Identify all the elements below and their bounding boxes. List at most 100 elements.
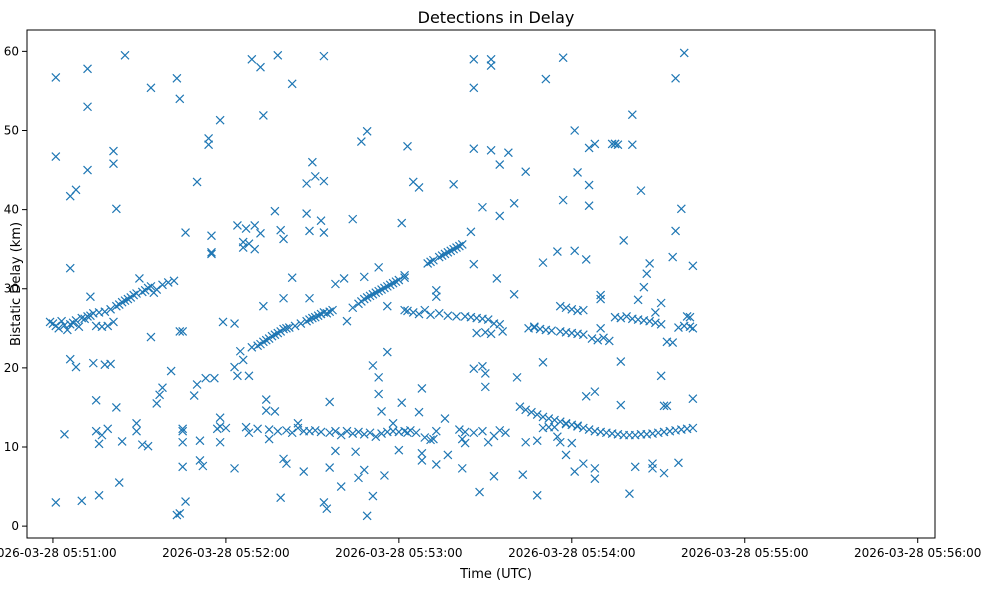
data-point <box>209 373 219 383</box>
data-point <box>91 395 101 405</box>
data-point <box>581 255 591 264</box>
y-tick-label: 0 <box>11 519 19 533</box>
data-point <box>51 73 61 82</box>
data-point <box>616 313 626 323</box>
data-point <box>480 382 490 392</box>
data-point <box>596 294 606 304</box>
x-tick-label: 2026-03-28 05:56:00 <box>854 546 981 560</box>
marker-layer <box>45 48 698 521</box>
data-point <box>380 471 389 480</box>
data-point <box>613 140 623 150</box>
data-point <box>616 400 626 410</box>
data-point <box>279 293 288 303</box>
data-point <box>235 346 245 356</box>
data-point <box>552 247 562 256</box>
data-point <box>201 373 211 383</box>
data-point <box>282 425 291 435</box>
data-point <box>368 289 378 299</box>
data-point <box>405 425 415 435</box>
data-point <box>351 447 361 457</box>
data-point <box>685 312 695 322</box>
data-point <box>420 305 430 315</box>
data-point <box>486 54 496 64</box>
data-point <box>532 490 542 500</box>
data-point <box>561 419 571 429</box>
data-point <box>354 427 363 437</box>
data-point <box>685 322 695 332</box>
data-point <box>610 139 620 149</box>
data-point <box>241 422 251 432</box>
data-point <box>293 423 303 433</box>
data-point <box>538 412 548 422</box>
data-point <box>552 432 562 442</box>
data-point <box>54 323 64 333</box>
data-point <box>374 262 384 272</box>
data-point <box>400 305 410 315</box>
data-point <box>377 429 386 438</box>
data-point <box>388 278 398 288</box>
data-point <box>253 424 263 434</box>
data-point <box>163 277 173 287</box>
data-point <box>287 273 297 283</box>
data-point <box>103 424 113 434</box>
data-point <box>480 327 490 337</box>
data-point <box>152 285 162 294</box>
data-point <box>331 426 340 436</box>
x-tick-label: 2026-03-28 05:54:00 <box>508 546 635 560</box>
data-point <box>489 471 499 481</box>
data-point <box>593 335 603 345</box>
data-point <box>662 401 672 411</box>
data-point <box>423 259 433 268</box>
data-point <box>65 319 75 329</box>
data-point <box>270 406 280 416</box>
data-point <box>555 437 565 447</box>
data-point <box>348 214 358 224</box>
data-point <box>362 511 372 521</box>
data-point <box>305 226 314 236</box>
data-point <box>619 236 629 245</box>
data-point <box>682 312 692 321</box>
data-point <box>331 279 340 289</box>
data-point <box>111 301 121 311</box>
data-point <box>91 426 101 436</box>
data-point <box>287 428 297 438</box>
data-point <box>397 398 407 408</box>
data-point <box>480 368 490 378</box>
data-point <box>414 407 424 417</box>
data-point <box>175 94 185 104</box>
data-point <box>264 434 274 444</box>
data-point <box>633 295 643 305</box>
data-point <box>109 317 118 327</box>
data-point <box>172 510 182 520</box>
data-point <box>195 456 205 465</box>
data-point <box>279 454 288 464</box>
data-point <box>417 448 427 458</box>
data-point <box>440 249 450 259</box>
data-point <box>365 291 375 301</box>
data-point <box>244 371 254 381</box>
data-point <box>109 146 118 156</box>
data-point <box>261 335 271 345</box>
data-point <box>443 311 453 321</box>
data-point <box>359 465 369 475</box>
data-point <box>466 227 476 237</box>
data-point <box>679 48 689 58</box>
data-point <box>302 179 312 188</box>
data-point <box>215 437 225 447</box>
data-point <box>639 282 649 292</box>
data-point <box>310 171 320 181</box>
data-point <box>368 491 378 501</box>
data-point <box>296 319 306 328</box>
data-point <box>604 336 614 346</box>
data-point <box>233 221 242 230</box>
data-point <box>452 312 461 321</box>
data-point <box>403 306 412 316</box>
data-point <box>290 321 300 331</box>
data-point <box>374 389 384 399</box>
data-point <box>342 426 352 436</box>
data-point <box>273 50 283 60</box>
data-point <box>230 319 239 328</box>
data-point <box>134 274 144 283</box>
chart-title: Detections in Delay <box>418 8 575 27</box>
data-point <box>132 289 141 298</box>
